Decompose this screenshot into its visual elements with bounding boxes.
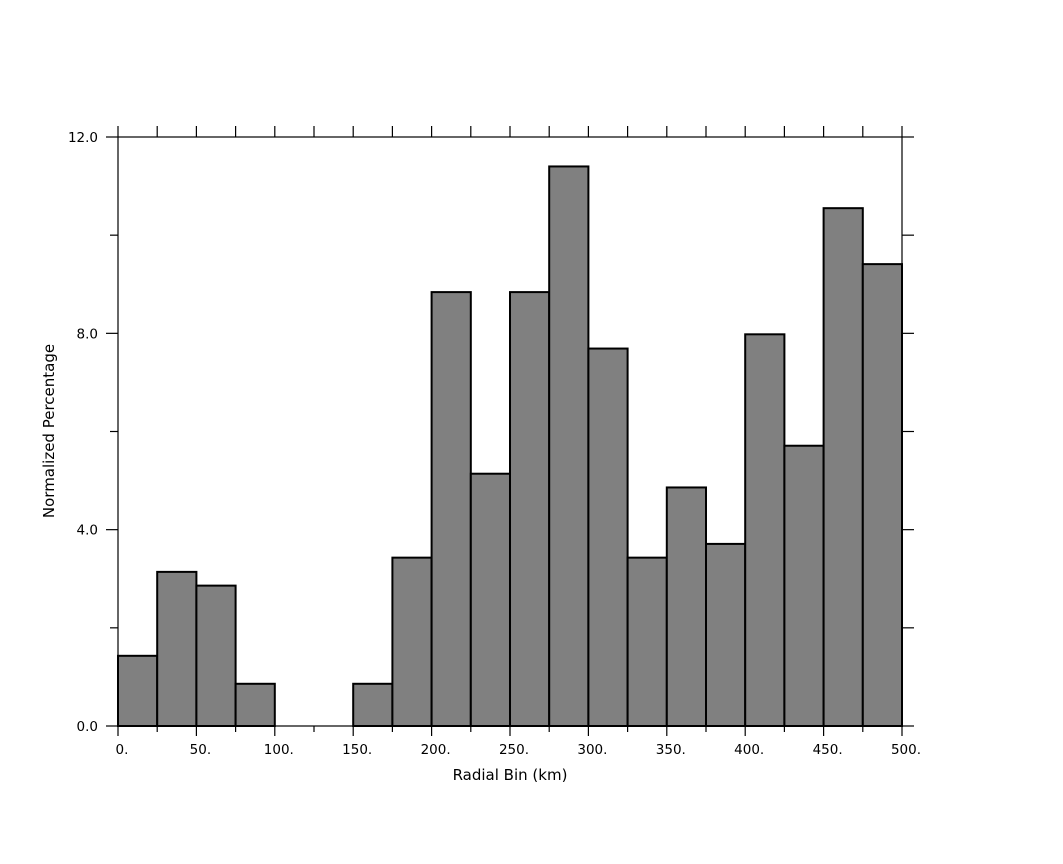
histogram-bar [509, 291, 551, 727]
histogram-bar [195, 584, 237, 727]
y-tick-label: 4.0 [77, 523, 98, 539]
histogram-bar [352, 682, 394, 727]
x-tick-label: 350. [656, 742, 686, 758]
x-tick-label: 0. [116, 742, 129, 758]
histogram-bar [548, 165, 590, 727]
histogram-bar [430, 291, 472, 727]
tick-labels-group: 0. 50. 100. 150. 200. 250. 300. 350. 400. 450. 500… [68, 130, 921, 758]
ticks-group [106, 126, 914, 736]
y-tick-label: 12.0 [68, 130, 98, 146]
x-axis-title: Radial Bin (km) [453, 766, 568, 784]
histogram-bar [744, 333, 786, 727]
x-tick-label: 450. [813, 742, 843, 758]
y-axis-title: Normalized Percentage [40, 344, 58, 518]
histogram-bar [234, 682, 276, 727]
histogram-bar [626, 556, 668, 727]
histogram-bar [705, 542, 747, 727]
x-tick-label: 250. [499, 742, 529, 758]
x-tick-label: 300. [577, 742, 607, 758]
bars-group [117, 165, 903, 728]
y-tick-label: 0.0 [77, 719, 98, 735]
histogram-bar [783, 444, 825, 727]
histogram-bar [391, 556, 433, 727]
histogram-bar [156, 570, 198, 728]
histogram-bar [861, 263, 903, 727]
histogram-bar [469, 472, 511, 727]
histogram-bar [822, 207, 864, 727]
histogram-bar [665, 486, 707, 727]
x-tick-label: 150. [342, 742, 372, 758]
histogram-bar [117, 654, 159, 728]
x-tick-label: 500. [891, 742, 921, 758]
x-tick-label: 200. [421, 742, 451, 758]
x-tick-label: 100. [264, 742, 294, 758]
y-tick-label: 8.0 [77, 326, 98, 342]
x-tick-label: 50. [190, 742, 211, 758]
histogram-bar [587, 347, 629, 727]
x-tick-label: 400. [734, 742, 764, 758]
